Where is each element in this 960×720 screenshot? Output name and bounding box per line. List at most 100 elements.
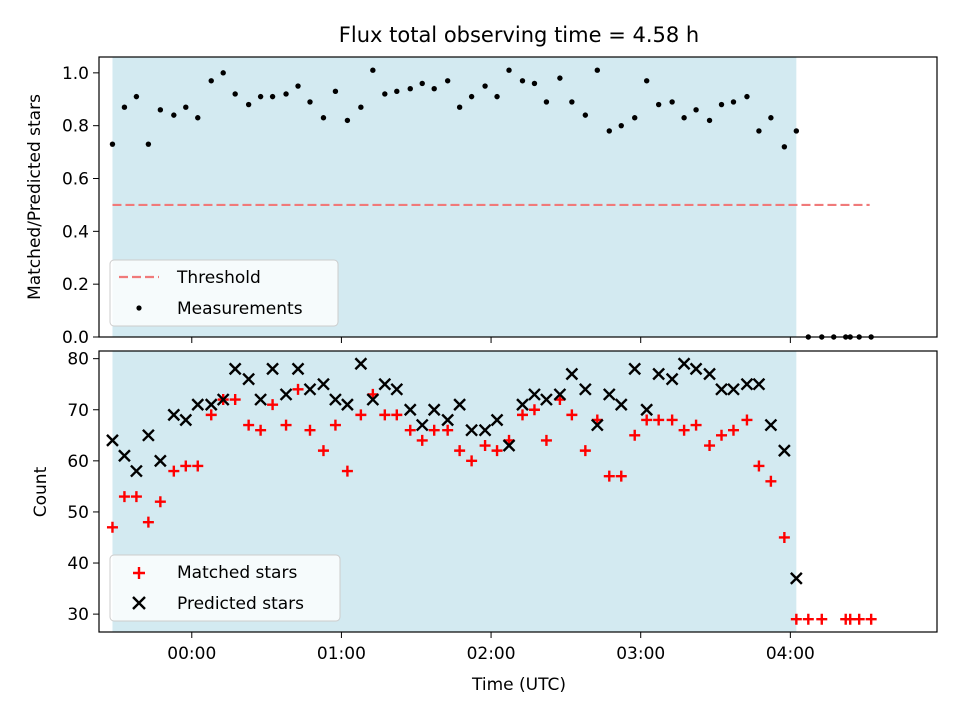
predicted-star-point: [378, 377, 392, 391]
x-tick-label: 02:00: [467, 644, 516, 664]
count-y-ticks: 30 40 50 60 70 80: [67, 350, 99, 625]
measurement-point: [171, 112, 177, 118]
x-tick-label: 01:00: [317, 644, 366, 664]
measurement-point: [370, 67, 376, 73]
predicted-star-point: [204, 398, 218, 411]
matched-star-point: [130, 491, 142, 503]
y-tick-label: 0.8: [62, 117, 89, 137]
matched-star-point: [753, 460, 765, 472]
predicted-star-point: [590, 418, 604, 432]
predicted-star-point: [341, 398, 354, 411]
predicted-star-point: [317, 377, 330, 391]
matched-star-point: [292, 383, 304, 395]
measurement-point: [407, 85, 413, 92]
ratio-panel: 0.0 0.2 0.4 0.6 0.8 1.0 Matched/Predicted sta…: [25, 56, 938, 348]
matched-star-point: [118, 491, 130, 503]
measurement-point: [756, 128, 762, 134]
matched-star-point: [816, 613, 828, 625]
matched-star-point: [379, 409, 391, 421]
matched-star-point: [802, 613, 814, 625]
matched-star-point: [192, 460, 204, 472]
matched-stars-points: [106, 383, 877, 625]
measurement-point: [419, 80, 425, 87]
matched-star-point: [615, 470, 627, 482]
count-x-ticks: 00:00 01:00 02:00 03:00 04:00: [167, 632, 815, 664]
measurement-point: [519, 78, 526, 84]
predicted-star-point: [478, 423, 492, 437]
predicted-star-point: [689, 362, 703, 376]
matched-star-point: [317, 445, 329, 457]
y-tick-label: 0.6: [62, 170, 89, 190]
measurement-point: [582, 112, 589, 118]
predicted-star-point: [228, 362, 242, 376]
ratio-x-ticks: [191, 337, 791, 343]
measurement-point: [543, 99, 550, 105]
measurement-point: [283, 91, 289, 97]
predicted-star-point: [764, 418, 778, 432]
y-tick-label: 50: [67, 503, 89, 523]
legend-predicted-label: Predicted stars: [177, 594, 304, 614]
predicted-star-point: [390, 382, 404, 396]
x-tick-label: 04:00: [766, 644, 815, 664]
measurement-point: [669, 99, 675, 105]
measurement-point: [456, 104, 463, 110]
predicted-star-point: [118, 449, 131, 463]
legend-matched-swatch: [133, 567, 145, 579]
predicted-star-point: [752, 377, 766, 391]
matched-star-point: [603, 470, 615, 482]
measurement-point: [655, 101, 662, 108]
predicted-star-point: [266, 362, 279, 376]
predicted-star-point: [415, 418, 429, 432]
predicted-star-point: [540, 393, 553, 406]
predicted-star-point: [106, 434, 119, 447]
measurement-point: [245, 101, 252, 108]
measurement-point: [208, 78, 214, 84]
count-legend: Matched stars Predicted stars: [109, 554, 341, 622]
predicted-star-point: [191, 398, 205, 411]
predicted-star-point: [142, 428, 155, 442]
matched-star-point: [280, 419, 292, 431]
ratio-plot-frame: [98, 56, 938, 338]
measurement-point: [382, 91, 388, 97]
matched-star-point: [641, 414, 653, 426]
matched-star-point: [355, 409, 367, 421]
measurement-point: [643, 78, 650, 84]
matched-star-point: [528, 404, 540, 416]
predicted-star-point: [490, 413, 504, 427]
y-tick-label: 0.2: [62, 275, 89, 295]
matched-star-point: [454, 445, 466, 457]
predicted-star-point: [516, 398, 529, 411]
measurement-point: [183, 104, 189, 110]
measurement-point: [109, 141, 116, 147]
legend-predicted-swatch: [132, 596, 146, 610]
matched-star-point: [629, 429, 641, 441]
measurement-point: [295, 83, 301, 89]
matched-star-point: [142, 516, 154, 528]
measurement-point: [431, 85, 437, 92]
matched-star-point: [653, 414, 665, 426]
measurement-point: [681, 115, 687, 121]
measurement-point: [307, 99, 313, 105]
predicted-star-point: [715, 382, 728, 396]
measurement-point: [444, 78, 451, 84]
predicted-star-point: [727, 382, 740, 396]
y-tick-label: 0.4: [62, 222, 89, 242]
predicted-star-point: [441, 413, 455, 427]
measurement-point: [531, 80, 538, 87]
predicted-star-point: [354, 357, 368, 371]
predicted-star-point: [254, 393, 267, 406]
matched-star-point: [205, 409, 217, 421]
y-tick-label: 60: [67, 452, 89, 472]
measurement-point: [320, 115, 327, 121]
measurement-point: [730, 99, 737, 105]
measurement-point: [358, 104, 364, 110]
measurement-point: [693, 107, 699, 113]
matched-star-point: [229, 394, 241, 406]
predicted-star-point: [291, 362, 305, 376]
measurement-point: [594, 67, 601, 73]
measurement-point: [744, 93, 750, 100]
matched-star-point: [416, 434, 428, 446]
measurement-point: [482, 83, 488, 89]
matched-star-point: [428, 424, 440, 436]
matched-star-point: [865, 613, 877, 625]
